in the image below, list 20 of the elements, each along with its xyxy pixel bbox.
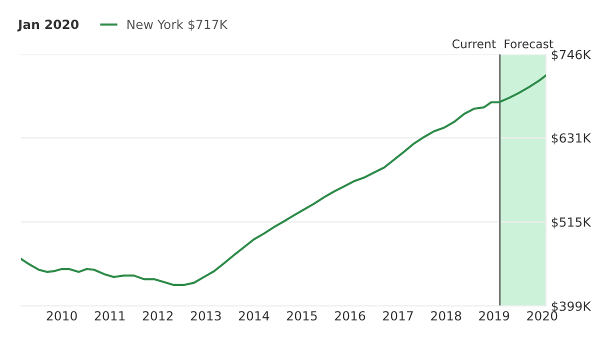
- band-label: Forecast: [504, 40, 554, 48]
- y-tick-label: $631K: [552, 133, 592, 144]
- y-tick-label: $399K: [552, 301, 592, 313]
- ref-line-label: Current: [452, 39, 496, 48]
- legend-title: Jan 2020: [17, 20, 79, 32]
- x-tick-label: 2015: [287, 311, 317, 321]
- y-tick-label: $746K: [552, 50, 592, 61]
- legend-label: New York $717K: [127, 19, 228, 31]
- y-tick-label: $515K: [552, 217, 592, 228]
- line-series: [21, 74, 546, 286]
- x-tick-label: 2019: [479, 311, 510, 321]
- x-tick-label: 2014: [238, 311, 270, 321]
- x-tick-label: 2016: [335, 311, 366, 321]
- x-tick-label: 2010: [46, 311, 77, 321]
- x-tick-label: 2020: [527, 311, 558, 321]
- x-tick-label: 2011: [94, 311, 125, 321]
- x-tick-label: 2013: [190, 311, 221, 321]
- x-tick-label: 2017: [383, 311, 413, 321]
- x-tick-label: 2012: [142, 311, 173, 321]
- x-tick-label: 2018: [431, 311, 462, 321]
